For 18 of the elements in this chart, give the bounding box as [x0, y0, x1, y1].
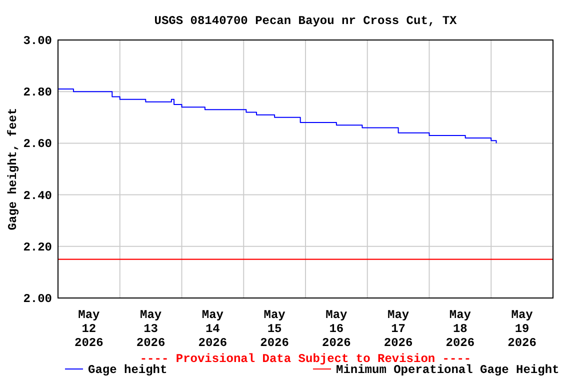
y-tick-label: 2.00: [23, 292, 52, 306]
x-tick-label: May 15 2026: [260, 308, 289, 350]
x-tick-label: May 16 2026: [322, 308, 351, 350]
x-tick-label: May 19 2026: [508, 308, 536, 350]
x-tick-label: May 14 2026: [198, 308, 228, 350]
y-tick-label: 2.40: [23, 188, 52, 203]
x-tick-label: May 18 2026: [446, 308, 475, 350]
y-tick-label: 3.00: [23, 34, 52, 48]
chart-title: USGS 08140700 Pecan Bayou nr Cross Cut, TX: [154, 14, 458, 28]
legend-label: Minimum Operational Gage Height: [336, 363, 560, 377]
legend-label: Gage height: [88, 363, 168, 377]
x-tick-label: May 17 2026: [384, 308, 413, 350]
y-tick-label: 2.60: [23, 137, 52, 152]
x-tick-label: May 13 2026: [136, 308, 166, 350]
y-tick-label: 2.20: [23, 240, 52, 254]
x-tick-label: May 12 2026: [74, 308, 104, 350]
y-tick-label: 2.80: [23, 86, 52, 100]
y-axis-title: Gage height, feet: [6, 108, 20, 230]
